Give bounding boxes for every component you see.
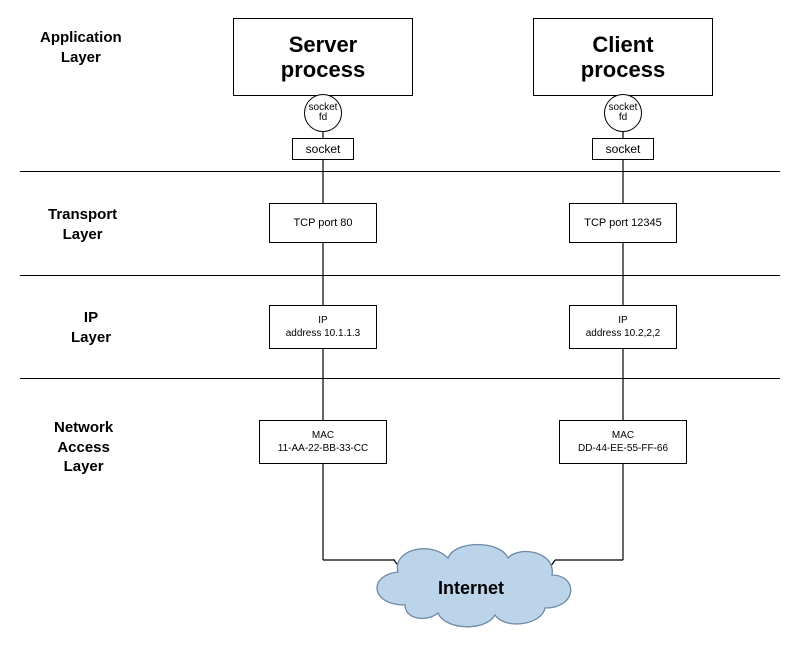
divider-app-transport	[20, 171, 780, 172]
internet-label: Internet	[438, 578, 504, 599]
server-port-label: TCP port 80	[293, 217, 352, 229]
client-process-box: Client process	[533, 18, 713, 96]
server-process-line1: Server	[289, 32, 358, 57]
server-port-box: TCP port 80	[269, 203, 377, 243]
label-network-line3: Layer	[64, 458, 104, 475]
divider-transport-ip	[20, 275, 780, 276]
label-ip-line2: Layer	[71, 329, 111, 346]
server-process-line2: process	[281, 57, 365, 82]
client-socket-fd-l1: socket	[609, 102, 638, 113]
server-ip-box: IP address 10.1.1.3	[269, 305, 377, 349]
client-ip-l2: address 10.2,2,2	[586, 328, 661, 339]
client-process-line2: process	[581, 57, 665, 82]
server-socket-fd-l2: fd	[319, 112, 327, 123]
client-ip-box: IP address 10.2,2,2	[569, 305, 677, 349]
internet-text: Internet	[438, 578, 504, 598]
client-ip-l1: IP	[618, 315, 627, 326]
client-socket-fd: socket fd	[604, 94, 642, 132]
server-ip-l1: IP	[318, 315, 327, 326]
server-mac-box: MAC 11-AA-22-BB-33-CC	[259, 420, 387, 464]
label-network-line1: Network	[54, 419, 113, 436]
server-mac-l2: 11-AA-22-BB-33-CC	[278, 443, 368, 454]
label-network-line2: Access	[57, 439, 110, 456]
server-socket-label: socket	[306, 142, 341, 156]
server-socket-fd-l1: socket	[309, 102, 338, 113]
connectors-svg	[0, 0, 800, 666]
client-process-line1: Client	[592, 32, 653, 57]
server-ip-l2: address 10.1.1.3	[286, 328, 361, 339]
client-mac-l1: MAC	[612, 430, 634, 441]
divider-ip-network	[20, 378, 780, 379]
client-socket-fd-l2: fd	[619, 112, 627, 123]
server-mac-l1: MAC	[312, 430, 334, 441]
label-application-layer: Application Layer	[40, 28, 122, 67]
client-port-label: TCP port 12345	[584, 217, 661, 229]
client-mac-box: MAC DD-44-EE-55-FF-66	[559, 420, 687, 464]
client-socket-box: socket	[592, 138, 654, 160]
label-transport-line1: Transport	[48, 206, 117, 223]
server-socket-fd: socket fd	[304, 94, 342, 132]
label-transport-layer: Transport Layer	[48, 205, 117, 244]
client-mac-l2: DD-44-EE-55-FF-66	[578, 443, 668, 454]
label-application-line1: Application	[40, 29, 122, 46]
label-ip-line1: IP	[84, 309, 98, 326]
client-socket-label: socket	[606, 142, 641, 156]
server-process-box: Server process	[233, 18, 413, 96]
label-transport-line2: Layer	[63, 226, 103, 243]
server-socket-box: socket	[292, 138, 354, 160]
client-port-box: TCP port 12345	[569, 203, 677, 243]
label-application-line2: Layer	[61, 49, 101, 66]
label-ip-layer: IP Layer	[71, 308, 111, 347]
label-network-layer: Network Access Layer	[54, 418, 113, 477]
